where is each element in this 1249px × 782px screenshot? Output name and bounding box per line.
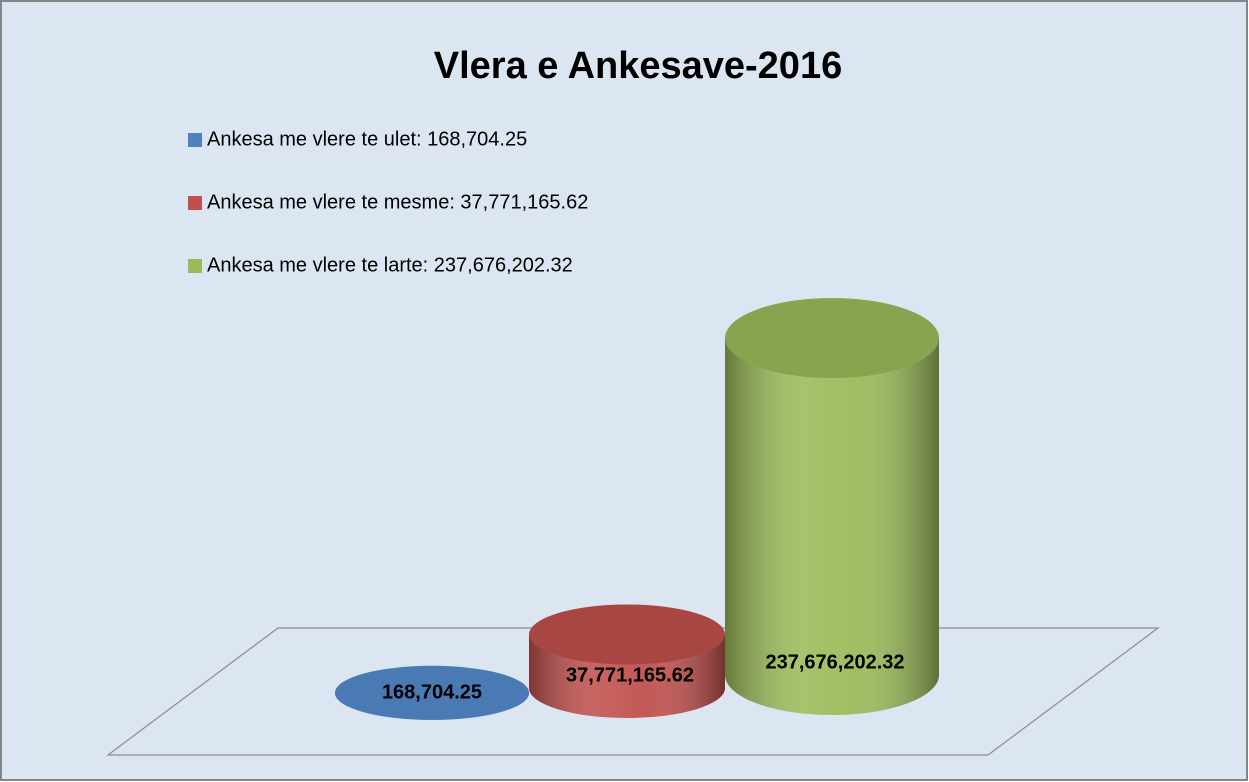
cylinder-shade xyxy=(725,338,939,715)
cylinder-top xyxy=(529,604,725,665)
data-label: 237,676,202.32 xyxy=(765,651,904,673)
cylinder xyxy=(725,298,939,715)
cylinder-top-shade xyxy=(725,298,939,378)
cylinder-top xyxy=(725,298,939,378)
legend-label: Ankesa me vlere te mesme: 37,771,165.62 xyxy=(207,191,588,213)
legend-label: Ankesa me vlere te ulet: 168,704.25 xyxy=(207,128,527,150)
legend-swatch xyxy=(188,259,202,273)
data-label: 37,771,165.62 xyxy=(566,664,694,686)
legend-swatch xyxy=(188,196,202,210)
legend-swatch xyxy=(188,133,202,147)
cylinder-top-shade xyxy=(335,665,529,720)
cylinder xyxy=(335,665,529,720)
data-label: 168,704.25 xyxy=(382,681,482,703)
cylinder-top xyxy=(335,665,529,720)
chart-title: Vlera e Ankesave-2016 xyxy=(434,45,842,87)
legend-label: Ankesa me vlere te larte: 237,676,202.32 xyxy=(207,254,573,276)
cylinder xyxy=(529,604,725,718)
cylinder-top-shade xyxy=(529,604,725,665)
